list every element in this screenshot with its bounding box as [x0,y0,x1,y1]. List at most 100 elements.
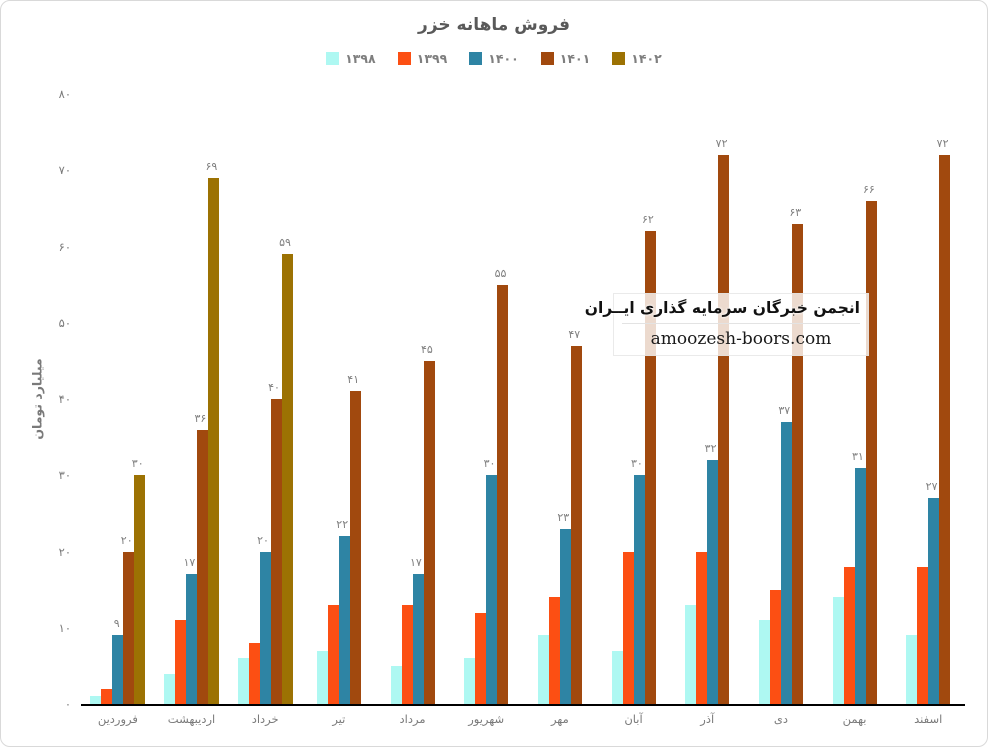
bar-۱۴۰۰-دی: ۳۷ [778,404,792,704]
bar-۱۴۰۰-اسفند: ۲۷ [926,480,940,704]
x-axis-labels: فروردین اردیبهشت خرداد تیر مرداد شهریور مهر آبا… [81,712,965,726]
bar-group-مرداد: ۱۷ ۴۵ [376,94,450,704]
y-tick-label: ۵۰ [58,315,71,330]
bar-۱۳۹۸-آذر [685,604,697,704]
bar-۱۳۹۸-تیر [316,650,328,704]
bar-group-اردیبهشت: ۱۷ ۳۶ ۶۹ [155,94,229,704]
bar-۱۴۰۱-اسفند: ۷۲ [937,137,951,704]
bar-۱۳۹۸-اردیبهشت [164,673,175,704]
legend-swatch-icon [540,52,554,65]
chart-title: فروش ماهانه خزر [418,15,570,35]
bar-value-label: ۱۷ [409,556,422,570]
bar-۱۴۰۰-تیر: ۲۲ [336,518,350,704]
legend-label: ۱۴۰۰ [488,51,519,66]
bar-۱۳۹۸-مرداد [390,665,402,704]
bar-۱۳۹۹-شهریور [475,612,487,704]
bar-۱۴۰۱-شهریور: ۵۵ [495,267,509,704]
bar-۱۴۰۱-اردیبهشت: ۳۶ [194,412,208,704]
bar-value-label: ۳۱ [852,449,864,463]
legend-label: ۱۳۹۸ [345,51,376,66]
bar-value-label: ۲۰ [120,533,133,547]
month-label-بهمن: بهمن [842,712,867,726]
bar-۱۴۰۱-خرداد: ۴۰ [268,381,282,704]
bar-۱۳۹۹-بهمن [843,566,855,704]
y-axis-title: میلیارد تومان [29,358,45,440]
bar-value-label: ۲۷ [925,480,938,494]
bar-۱۳۹۹-تیر [327,604,339,704]
bar-group-دی: ۳۷ ۶۳ [744,94,818,704]
month-label-اسفند: اسفند [914,712,943,726]
bar-value-label: ۴۷ [568,327,581,341]
bar-value-label: ۲۰ [257,533,269,547]
bar-۱۴۰۲-فروردین: ۳۰ [132,457,146,704]
bar-group-فروردین: ۹ ۲۰ ۳۰ [81,94,155,704]
legend-item-۱۴۰۰: ۱۴۰۰ [469,51,519,66]
watermark: انجمن خبرگان سرمایه گذاری ایــران amooze… [585,293,869,356]
bar-۱۳۹۸-شهریور [464,658,476,704]
bar-۱۳۹۹-دی [769,589,781,704]
bar-۱۴۰۰-مرداد: ۱۷ [410,556,424,704]
bar-value-label: ۲۲ [336,518,349,532]
y-tick-label: ۸۰ [58,87,71,101]
bar-value-label: ۶۲ [641,213,654,227]
bar-۱۳۹۹-آذر [696,551,708,704]
bar-group-خرداد: ۲۰ ۴۰ ۵۹ [228,94,302,704]
bar-۱۴۰۱-مهر: ۴۷ [568,328,582,704]
bar-۱۳۹۸-فروردین [90,696,102,704]
bar-۱۴۰۱-تیر: ۴۱ [347,373,361,704]
bar-۱۳۹۹-فروردین [101,688,113,704]
chart-legend: ۱۳۹۸ ۱۳۹۹ ۱۴۰۰ ۱۴۰۱ ۱۴۰۲ [1,51,987,66]
bar-۱۴۰۱-آذر: ۷۲ [716,137,730,704]
bar-۱۴۰۲-اردیبهشت: ۶۹ [205,160,219,704]
bar-value-label: ۳۶ [194,411,207,425]
legend-label: ۱۴۰۱ [559,51,591,66]
bar-۱۴۰۱-مرداد: ۴۵ [421,343,435,704]
bar-۱۳۹۸-اسفند [906,635,918,704]
bar-۱۳۹۹-مرداد [401,604,413,704]
bar-value-label: ۶۹ [205,159,218,173]
bar-value-label: ۳۰ [483,457,496,471]
month-label-خرداد: خرداد [251,712,279,726]
bar-۱۳۹۸-بهمن [832,597,844,704]
bar-value-label: ۵۹ [279,236,291,250]
legend-swatch-icon [326,52,340,65]
month-label-مرداد: مرداد [399,712,426,726]
bar-value-label: ۷۲ [936,137,949,150]
month-label-فروردین: فروردین [97,712,138,726]
y-tick-label: ۱۰ [58,620,71,635]
month-label-اردیبهشت: اردیبهشت [167,712,216,726]
bar-۱۴۰۱-فروردین: ۲۰ [121,534,135,704]
bar-group-بهمن: ۳۱ ۶۶ [818,94,892,704]
legend-label: ۱۳۹۹ [416,51,448,66]
month-label-تیر: تیر [332,712,346,726]
bar-value-label: ۴۵ [420,342,433,356]
month-label-شهریور: شهریور [468,712,505,726]
legend-item-۱۴۰۱: ۱۴۰۱ [540,51,591,66]
bar-۱۴۰۰-بهمن: ۳۱ [852,450,866,704]
y-tick-label: ۴۰ [58,392,71,406]
bar-۱۴۰۰-آذر: ۳۲ [705,442,719,704]
bar-۱۳۹۹-آبان [622,551,634,704]
bar-۱۴۰۰-شهریور: ۳۰ [484,457,498,704]
month-label-آذر: آذر [700,712,715,726]
bar-۱۴۰۱-بهمن: ۶۶ [863,183,877,704]
y-tick-label: ۷۰ [58,163,71,178]
bar-۱۳۹۸-دی [758,620,770,704]
bar-group-اسفند: ۲۷ ۷۲ [891,94,965,704]
bar-۱۴۰۰-آبان: ۳۰ [631,457,645,704]
bar-value-label: ۴۱ [347,373,360,387]
bar-۱۳۹۹-اردیبهشت [175,620,186,704]
bar-group-شهریور: ۳۰ ۵۵ [449,94,523,704]
legend-item-۱۳۹۸: ۱۳۹۸ [326,51,376,66]
legend-item-۱۴۰۲: ۱۴۰۲ [612,51,662,66]
legend-label: ۱۴۰۲ [631,51,662,66]
bar-۱۴۰۲-خرداد: ۵۹ [279,236,293,704]
bar-۱۳۹۹-مهر [548,597,560,704]
bar-group-تیر: ۲۲ ۴۱ [302,94,376,704]
y-tick-label: ۶۰ [58,239,71,254]
watermark-persian-text: انجمن خبرگان سرمایه گذاری ایــران [585,299,860,324]
bar-value-label: ۶۳ [789,205,802,219]
bar-value-label: ۳۰ [131,457,144,471]
bar-group-آبان: ۳۰ ۶۲ [597,94,671,704]
bar-value-label: ۳۷ [778,403,791,417]
